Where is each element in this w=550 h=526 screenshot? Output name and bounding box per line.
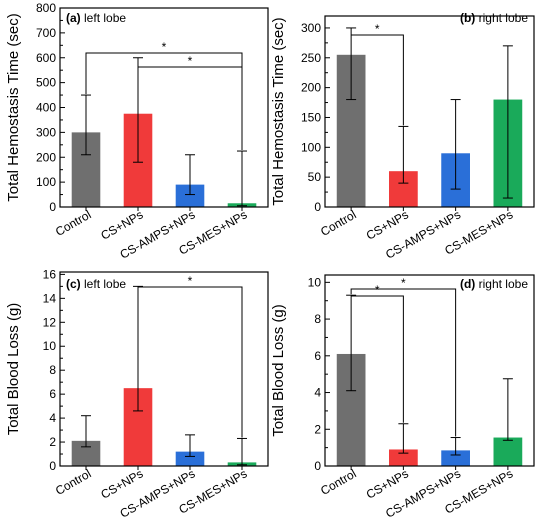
y-tick-label: 4 xyxy=(49,411,56,425)
y-axis-label: Total Hemostasis Time (sec) xyxy=(270,17,287,205)
plot-frame xyxy=(324,15,535,208)
significance-bracket xyxy=(350,288,457,437)
y-tick-label: 500 xyxy=(36,76,56,90)
panel-label: (a) left lobe xyxy=(66,11,126,25)
bar xyxy=(389,449,418,466)
bar xyxy=(441,450,470,466)
y-tick-label: 10 xyxy=(308,275,322,289)
plot-frame xyxy=(59,271,269,467)
y-tick-label: 16 xyxy=(43,267,57,281)
y-tick-label: 6 xyxy=(314,349,321,363)
y-axis-label: Total Blood Loss (g) xyxy=(5,303,22,436)
y-tick-label: 250 xyxy=(301,51,321,65)
y-tick-label: 200 xyxy=(301,81,321,95)
panel-label: (c) left lobe xyxy=(66,277,126,291)
panel-annotation: left lobe xyxy=(84,11,126,25)
y-tick-label: 300 xyxy=(301,21,321,35)
y-tick-label: 100 xyxy=(301,140,321,154)
significance-star: * xyxy=(162,40,167,54)
y-tick-label: 700 xyxy=(36,26,56,40)
y-tick-label: 0 xyxy=(49,459,56,473)
significance-bracket xyxy=(138,286,243,438)
x-tick-label: Control xyxy=(318,207,359,238)
panel-annotation: right lobe xyxy=(479,277,529,291)
y-tick-label: 300 xyxy=(36,125,56,139)
bar xyxy=(493,437,523,466)
significance-bracket xyxy=(85,52,243,151)
y-tick-label: 0 xyxy=(49,200,56,214)
significance-star: * xyxy=(375,283,380,297)
x-tick-label: Control xyxy=(53,466,94,497)
y-tick-label: 50 xyxy=(308,170,322,184)
y-tick-label: 800 xyxy=(36,1,56,15)
bar xyxy=(175,184,205,207)
panel-label: (d) right lobe xyxy=(460,277,528,291)
y-tick-label: 0 xyxy=(314,200,321,214)
significance-star: * xyxy=(188,274,193,288)
y-tick-label: 10 xyxy=(43,339,57,353)
y-tick-label: 600 xyxy=(36,51,56,65)
bar xyxy=(175,451,205,466)
x-tick-label: Control xyxy=(53,207,94,238)
y-tick-label: 8 xyxy=(49,363,56,377)
y-tick-label: 150 xyxy=(301,110,321,124)
y-tick-label: 14 xyxy=(43,291,57,305)
y-tick-label: 6 xyxy=(49,387,56,401)
y-tick-label: 0 xyxy=(314,459,321,473)
significance-star: * xyxy=(401,276,406,290)
panel-id: (d) xyxy=(460,277,475,291)
panel-id: (a) xyxy=(66,11,81,25)
panel-label: (b) right lobe xyxy=(460,11,528,25)
panel-annotation: left lobe xyxy=(84,277,126,291)
y-tick-label: 4 xyxy=(314,386,321,400)
significance-bracket xyxy=(351,34,404,126)
x-tick-label: Control xyxy=(318,466,359,497)
y-tick-label: 12 xyxy=(43,315,57,329)
y-tick-label: 400 xyxy=(36,101,56,115)
y-tick-label: 100 xyxy=(36,175,56,189)
y-tick-label: 200 xyxy=(36,150,56,164)
significance-bracket xyxy=(138,66,243,151)
y-axis-label: Total Blood Loss (g) xyxy=(270,304,287,437)
plot-frame xyxy=(324,274,535,467)
significance-star: * xyxy=(188,54,193,68)
y-tick-label: 2 xyxy=(49,435,56,449)
significance-bracket xyxy=(351,295,404,423)
panel-annotation: right lobe xyxy=(479,11,529,25)
panel-id: (c) xyxy=(66,277,81,291)
y-tick-label: 8 xyxy=(314,312,321,326)
y-tick-label: 2 xyxy=(314,422,321,436)
significance-star: * xyxy=(375,22,380,36)
panel-id: (b) xyxy=(460,11,475,25)
y-axis-label: Total Hemostasis Time (sec) xyxy=(5,13,22,201)
